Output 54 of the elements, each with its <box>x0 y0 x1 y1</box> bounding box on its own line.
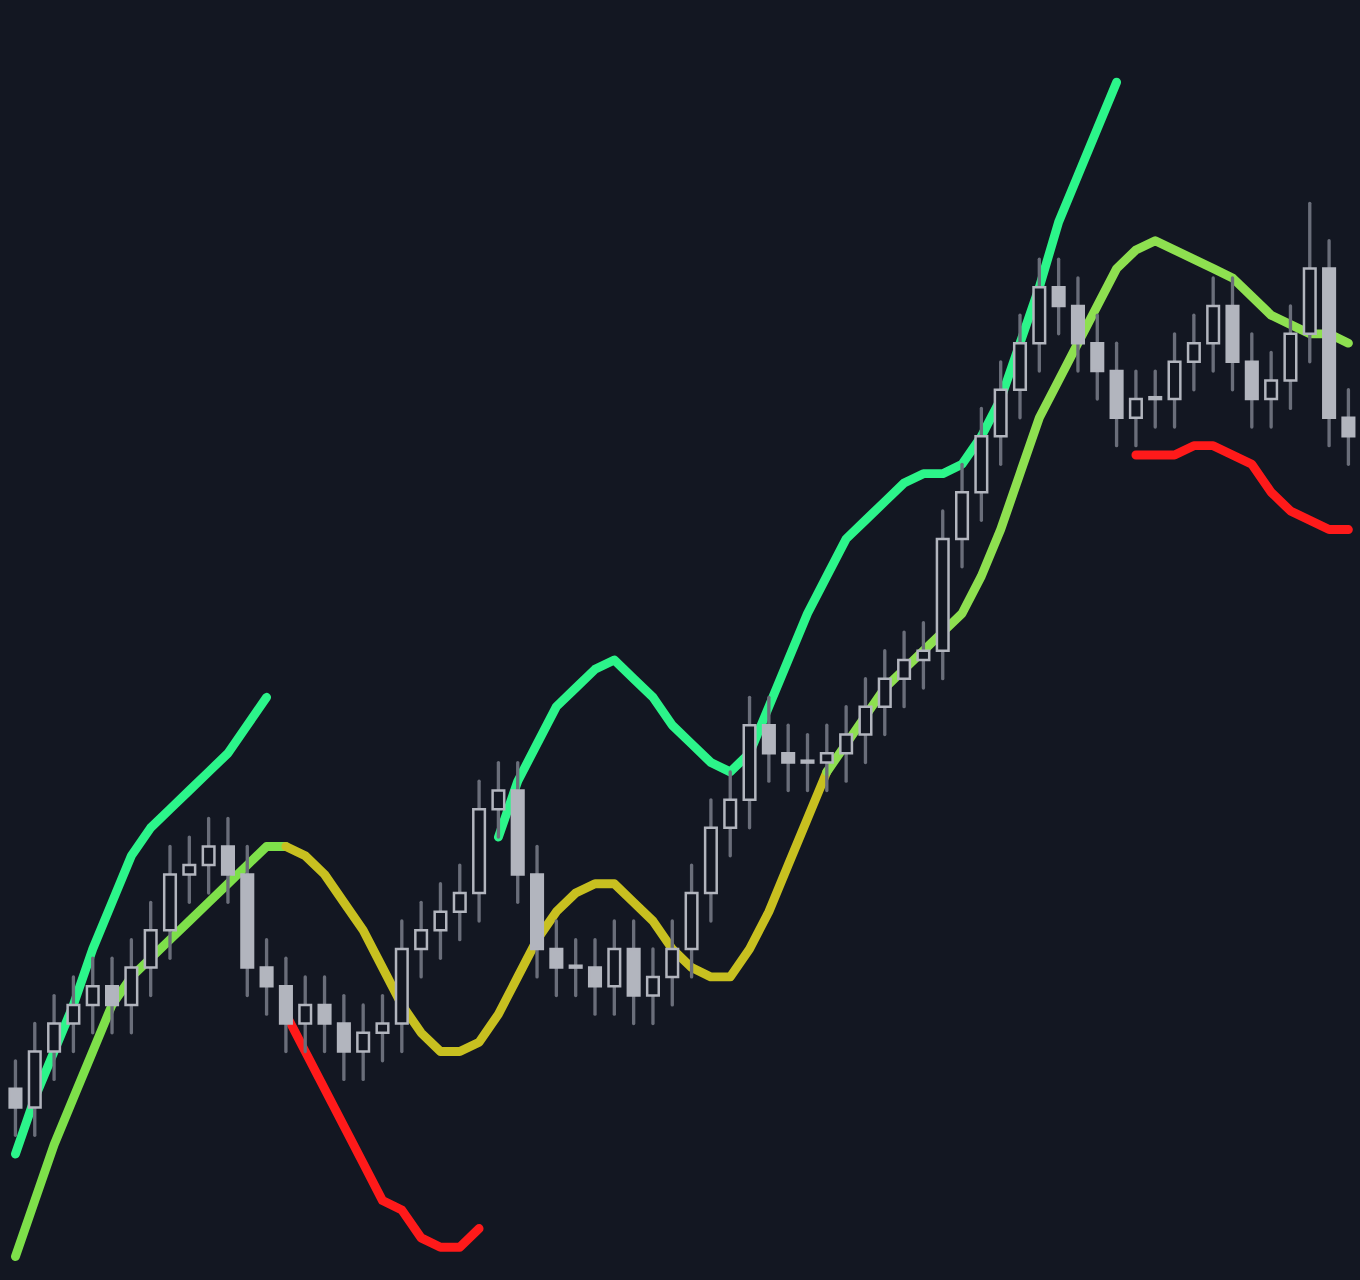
candlestick <box>761 695 776 783</box>
candlestick <box>1070 276 1085 373</box>
candlestick <box>568 937 583 998</box>
candlestick <box>1244 332 1259 429</box>
candlestick <box>182 835 197 905</box>
candlestick <box>85 956 100 1035</box>
candlestick <box>1186 313 1201 392</box>
candlestick <box>1264 350 1279 429</box>
candlestick <box>1341 388 1356 466</box>
candlestick <box>1012 313 1028 420</box>
candlestick <box>819 723 834 793</box>
candlestick <box>839 704 854 783</box>
candlestick <box>877 649 892 737</box>
candlestick <box>259 937 274 1016</box>
candlestick <box>375 993 390 1063</box>
candlestick <box>105 956 120 1035</box>
candlestick <box>452 863 467 942</box>
candlestick <box>897 630 912 709</box>
candlestick <box>143 900 158 998</box>
candlestick <box>47 993 62 1082</box>
candlestick <box>916 621 931 690</box>
candlestick <box>1167 332 1182 429</box>
candlestick <box>8 1059 23 1138</box>
candlestick <box>665 919 680 1007</box>
candlestick <box>491 760 506 839</box>
candlestick <box>1109 341 1124 448</box>
candlestick <box>201 816 216 895</box>
candlestick <box>66 975 81 1054</box>
candlestick <box>1090 313 1105 401</box>
candlestick <box>955 462 970 569</box>
candlestick <box>220 816 235 905</box>
candlestick <box>587 937 603 1016</box>
candlestick <box>1283 304 1298 411</box>
candlestick <box>1051 257 1066 336</box>
candlestick <box>298 975 313 1054</box>
candlestick <box>607 919 622 1016</box>
candlestick <box>626 919 641 1026</box>
candlestick <box>1206 276 1221 373</box>
candlestick <box>414 900 429 979</box>
candlestick <box>1148 369 1163 429</box>
candlestick <box>781 723 796 793</box>
candlestick <box>1128 369 1143 448</box>
candlestick <box>645 947 660 1026</box>
candlestick <box>723 770 738 858</box>
candlestick <box>858 677 873 765</box>
candlestick <box>993 360 1008 466</box>
candlestick <box>549 919 564 998</box>
candlestick <box>336 993 351 1082</box>
candlestick <box>800 732 815 793</box>
candlestick <box>278 956 293 1054</box>
candlestick <box>124 937 139 1035</box>
candlestick <box>356 1003 371 1082</box>
candlestick <box>433 882 448 960</box>
candlestick <box>317 975 332 1054</box>
